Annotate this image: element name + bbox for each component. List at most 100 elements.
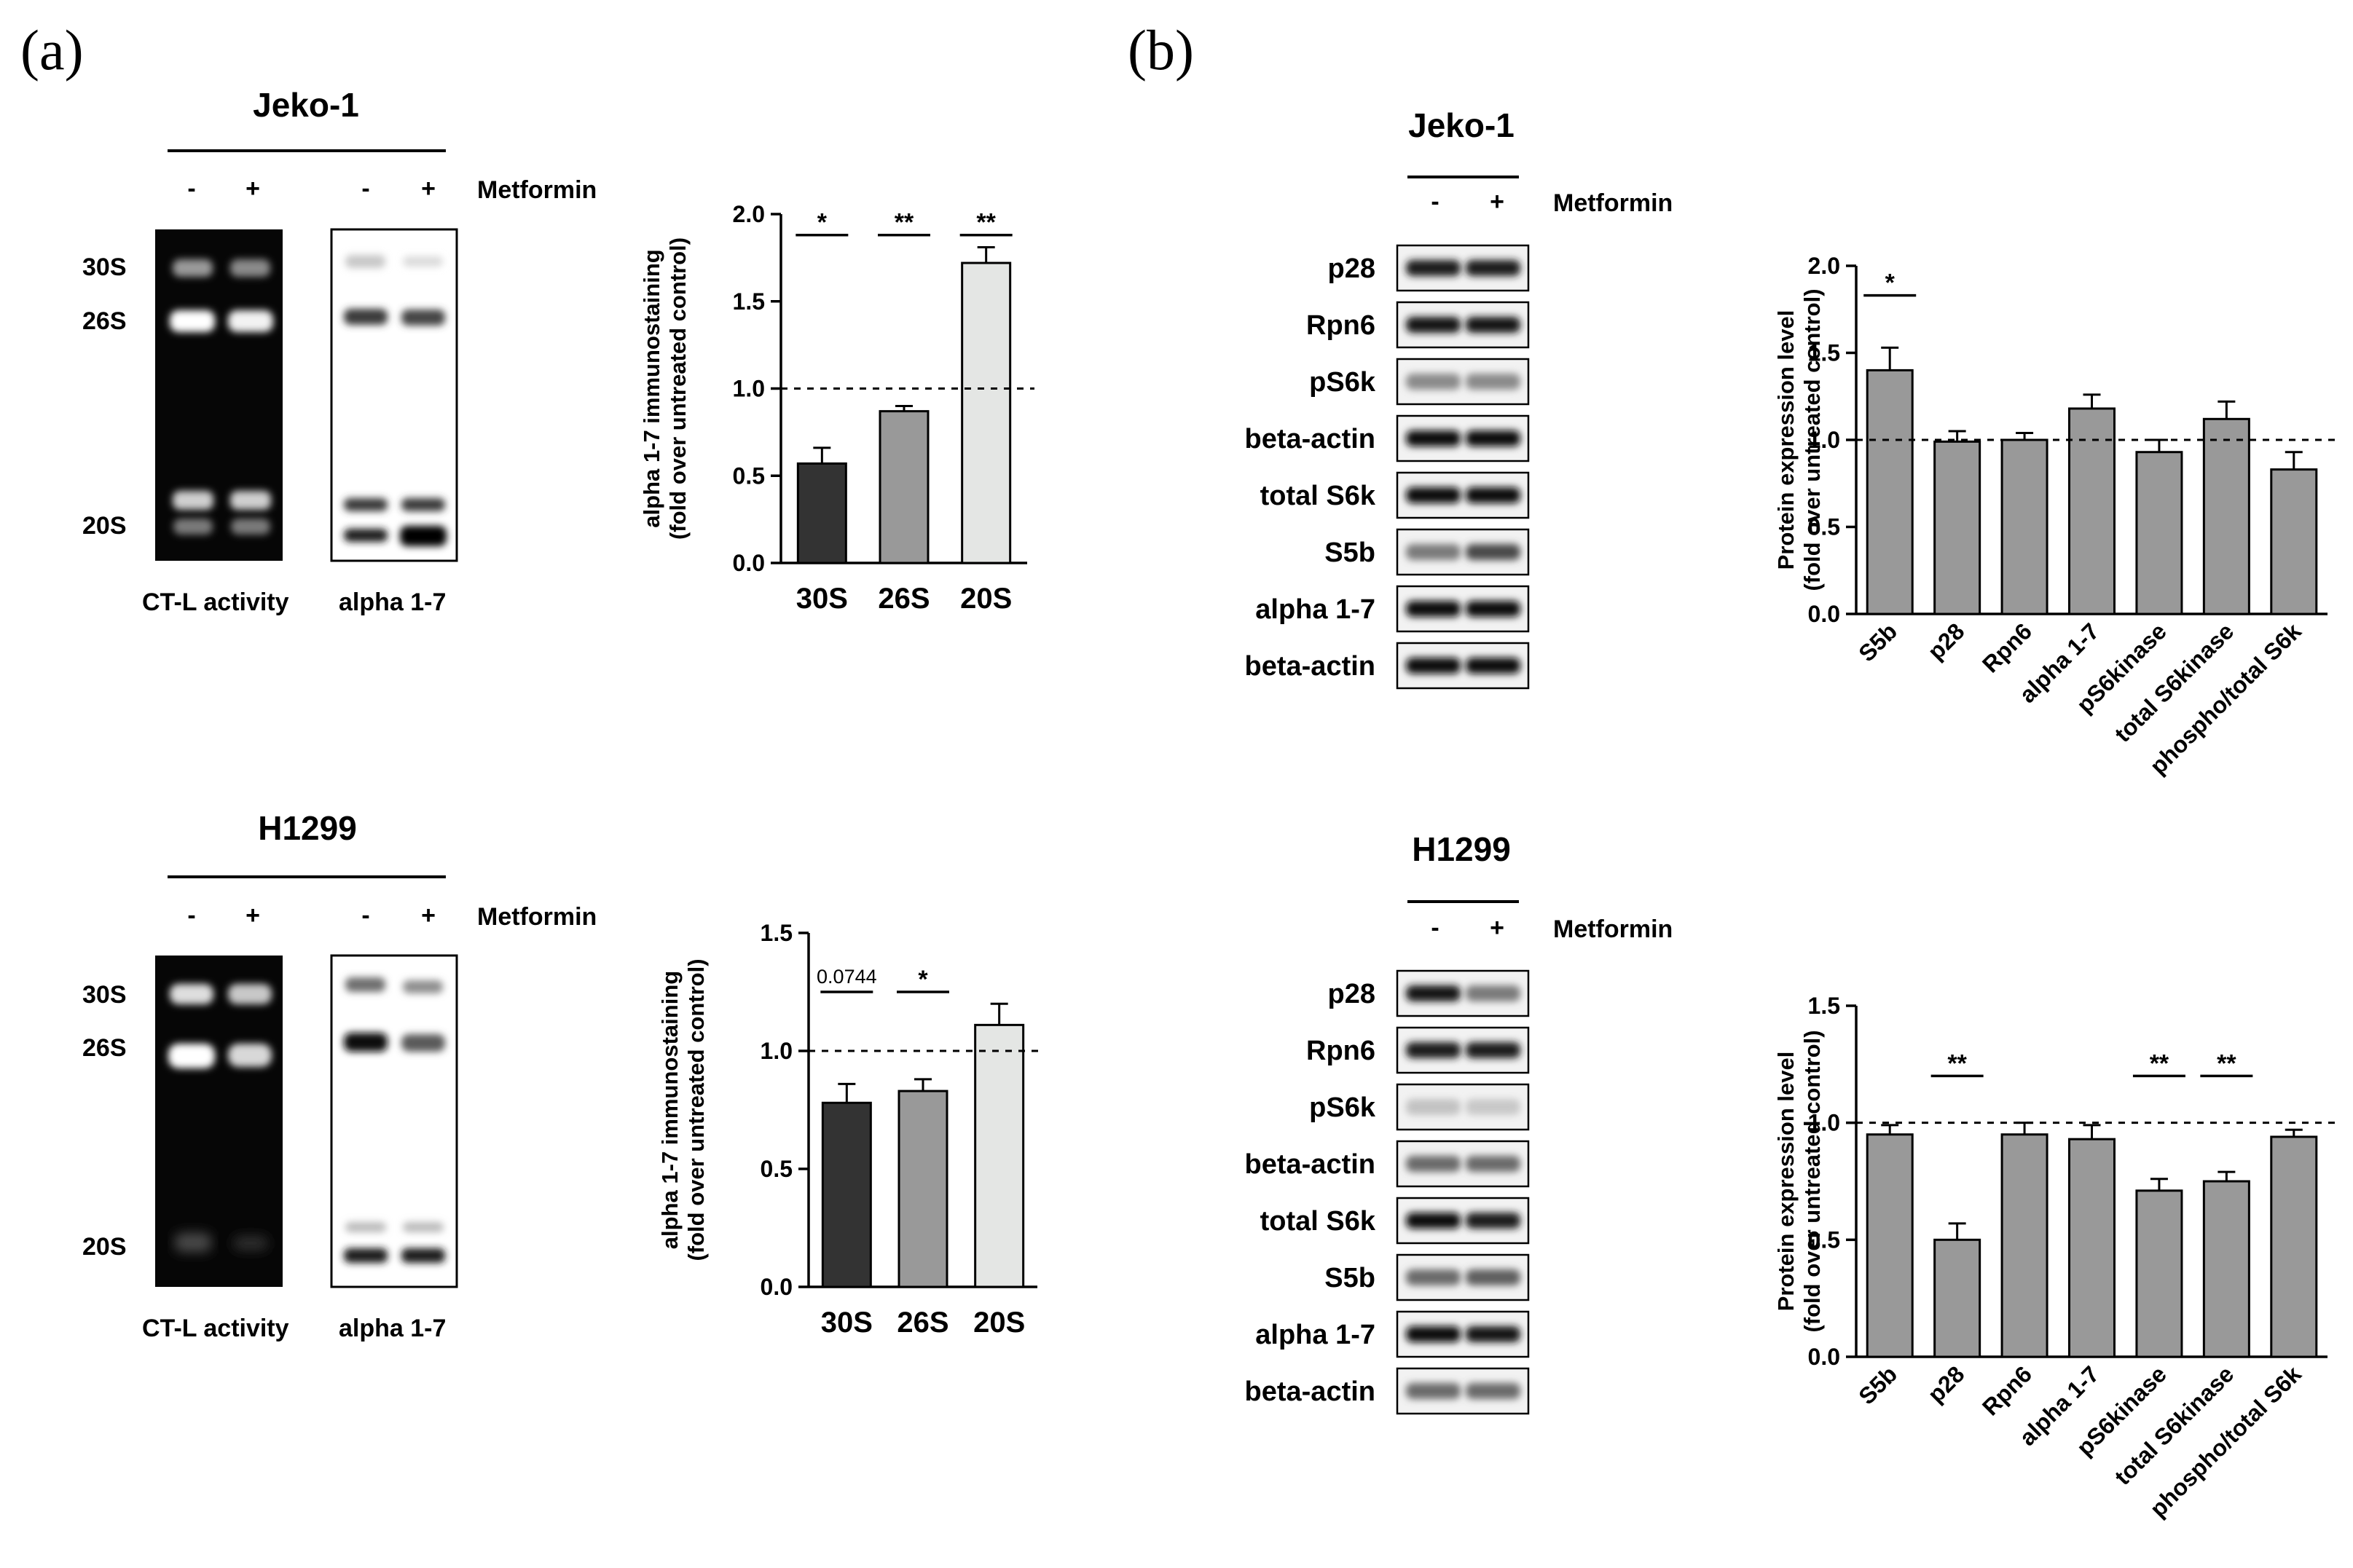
a-jeko-minus-2: - <box>361 175 369 202</box>
blot-band-metformin <box>1466 1383 1520 1399</box>
y-tick-label: 1.5 <box>733 288 765 315</box>
blot-band-untreated <box>1406 1383 1461 1399</box>
bar-s5b <box>1866 1133 1914 1358</box>
category-label-p28: p28 <box>1922 1360 1969 1407</box>
a-h1299-caption-alpha: alpha 1-7 <box>339 1315 446 1342</box>
y-axis-label-2: (fold over untreated control) <box>1799 288 1825 591</box>
blot-band-metformin <box>1466 1156 1520 1172</box>
blot-band-untreated <box>1406 544 1461 560</box>
category-label-s5b: S5b <box>1853 1360 1902 1409</box>
a-jeko-caption-alpha: alpha 1-7 <box>339 588 446 616</box>
blot-label-total-s6k: total S6k <box>1260 1206 1376 1237</box>
blots-b-jeko-row-p28-0: p28 <box>1328 244 1530 292</box>
blot-band-metformin <box>1466 1042 1520 1058</box>
blot-label-ps6k: pS6k <box>1309 367 1376 398</box>
a-h1299-metformin-label: Metformin <box>477 903 597 931</box>
bar-30s <box>796 462 847 564</box>
bar-ps6kinase <box>2135 1189 2183 1358</box>
blot-label-s5b: S5b <box>1324 537 1375 568</box>
y-axis-label-2: (fold over untreated control) <box>665 237 691 540</box>
blot-band-untreated <box>1406 658 1461 674</box>
blot-band-metformin <box>1466 985 1520 1001</box>
blot-band-metformin <box>1466 317 1520 333</box>
bar-p28 <box>1933 440 1981 615</box>
blot-band-metformin <box>1466 1269 1520 1285</box>
bar-26s <box>897 1090 948 1288</box>
blot-label-beta-actin: beta-actin <box>1245 1149 1375 1180</box>
blot-label-rpn6: Rpn6 <box>1306 310 1375 341</box>
blot-band-untreated <box>1406 430 1461 446</box>
a-h1299-cell-line: H1299 <box>258 809 357 847</box>
b-h1299-cell-line: H1299 <box>1412 830 1511 868</box>
blot-label-p28: p28 <box>1328 253 1375 284</box>
y-tick-label: 0.5 <box>1808 514 1840 540</box>
category-label-rpn6: Rpn6 <box>1977 618 2037 677</box>
y-axis-label: alpha 1-7 immunostaining <box>639 249 664 527</box>
bar-phospho-total-s6k <box>2270 468 2318 615</box>
y-tick-label: 0.5 <box>1808 1226 1840 1253</box>
significance-label: * <box>1885 269 1896 297</box>
blots-b-h1299-row-p28-0: p28 <box>1328 969 1530 1017</box>
blot-band-metformin <box>1466 260 1520 276</box>
a-jeko-cell-line: Jeko-1 <box>253 86 359 124</box>
a-h1299-plus-1: + <box>245 902 260 929</box>
bar-26s <box>879 410 930 564</box>
a-jeko-band-30s: 30S <box>82 253 127 281</box>
y-tick-label: 0.5 <box>733 462 765 489</box>
a-h1299-caption-ctl: CT-L activity <box>142 1315 289 1342</box>
blot-label-total-s6k: total S6k <box>1260 481 1376 511</box>
blot-band-metformin <box>1466 374 1520 390</box>
blot-band-untreated <box>1406 1099 1461 1115</box>
blot-band-metformin <box>1466 658 1520 674</box>
blot-label-p28: p28 <box>1328 979 1375 1009</box>
y-tick-label: 1.5 <box>761 920 793 946</box>
significance-label: 0.0744 <box>817 966 877 988</box>
significance-label: * <box>817 209 828 237</box>
blot-label-alpha-1-7: alpha 1-7 <box>1255 594 1375 625</box>
a-jeko-band-26s: 26S <box>82 307 127 335</box>
a-jeko-plus-2: + <box>421 175 436 202</box>
blot-label-beta-actin: beta-actin <box>1245 651 1375 682</box>
b-jeko-cell-line: Jeko-1 <box>1408 106 1515 144</box>
category-label-30s: 30S <box>821 1307 873 1339</box>
blot-band-untreated <box>1406 374 1461 390</box>
a-h1299-minus-2: - <box>361 902 369 929</box>
a-h1299-band-30s: 30S <box>82 981 127 1009</box>
b-h1299-minus: - <box>1431 914 1439 942</box>
blot-label-rpn6: Rpn6 <box>1306 1036 1375 1066</box>
category-label-20s: 20S <box>973 1307 1025 1339</box>
a-jeko-alpha-blot <box>330 228 458 562</box>
blots-b-jeko-row-s5b-5: S5b <box>1324 528 1530 576</box>
chart-b-h1299: 0.0 0.5 1.0 1.5 Protein expression level (fol… <box>1773 993 2335 1522</box>
blot-band-untreated <box>1406 1213 1461 1229</box>
a-jeko-plus-1: + <box>245 175 260 202</box>
blot-band-metformin <box>1466 1326 1520 1342</box>
blots-b-h1299-row-beta-actin-7: beta-actin <box>1245 1367 1530 1415</box>
category-label-26s: 26S <box>878 583 930 615</box>
category-label-30s: 30S <box>796 583 848 615</box>
blots-b-jeko-row-rpn6-1: Rpn6 <box>1306 301 1530 349</box>
y-axis-label-2: (fold over untreated control) <box>1799 1030 1825 1332</box>
chart-a-jeko: 0.0 0.5 1.0 1.5 2.0 alpha 1-7 immunostaining(… <box>639 201 1034 615</box>
a-h1299-minus-1: - <box>187 902 195 929</box>
bar-30s <box>821 1101 872 1288</box>
bar-rpn6 <box>2000 1133 2048 1358</box>
blot-label-beta-actin: beta-actin <box>1245 1376 1375 1407</box>
a-h1299-alpha-blot <box>330 954 458 1288</box>
b-jeko-minus: - <box>1431 188 1439 216</box>
significance-label: ** <box>2150 1049 2169 1077</box>
blot-band-untreated <box>1406 317 1461 333</box>
bar-20s <box>974 1023 1025 1288</box>
blot-band-untreated <box>1406 985 1461 1001</box>
blot-band-metformin <box>1466 1099 1520 1115</box>
y-tick-label: 0.0 <box>733 550 765 576</box>
a-jeko-minus-1: - <box>187 175 195 202</box>
blot-band-untreated <box>1406 1042 1461 1058</box>
y-tick-label: 0.0 <box>761 1274 793 1300</box>
blots-b-jeko-row-beta-actin-3: beta-actin <box>1245 414 1530 462</box>
blot-band-metformin <box>1466 544 1520 560</box>
significance-label: ** <box>895 209 914 237</box>
bar-ps6kinase <box>2135 451 2183 615</box>
bar-phospho-total-s6k <box>2270 1135 2318 1358</box>
y-tick-label: 2.0 <box>733 201 765 227</box>
